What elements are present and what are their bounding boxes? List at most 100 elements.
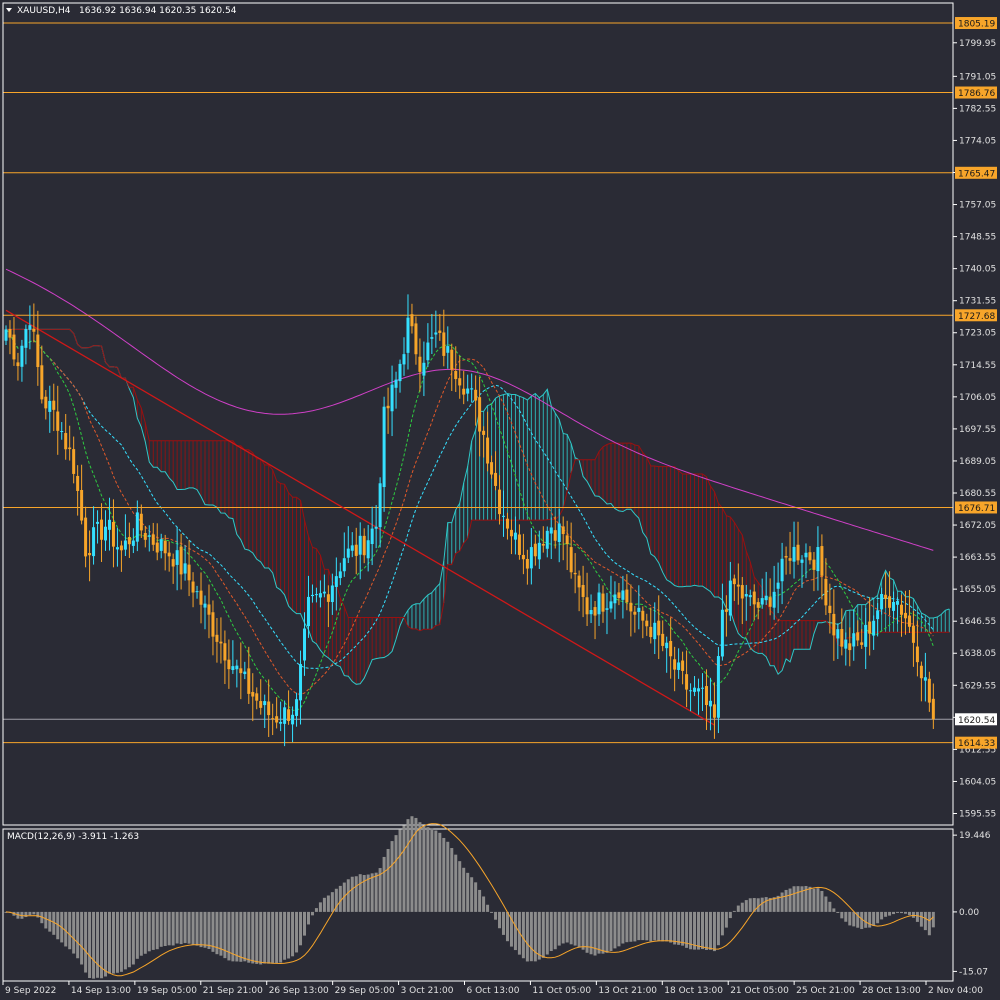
macd-bar xyxy=(788,888,792,912)
candle-body xyxy=(919,665,923,679)
macd-bar xyxy=(537,911,541,960)
candle xyxy=(641,606,645,639)
candle xyxy=(314,587,318,603)
candle-body xyxy=(884,594,888,599)
macd-bar xyxy=(255,911,259,964)
candle xyxy=(744,584,748,621)
macd-bar xyxy=(68,911,72,950)
candle-body xyxy=(915,646,919,663)
candle-body xyxy=(418,356,422,372)
candle-body xyxy=(80,489,84,521)
macd-bar xyxy=(474,882,478,912)
candle xyxy=(848,627,852,667)
candle-body xyxy=(16,362,20,367)
macd-bar xyxy=(589,911,593,955)
macd-bar xyxy=(513,911,517,951)
macd-bar xyxy=(219,911,223,956)
macd-bar xyxy=(502,911,505,935)
candle-body xyxy=(275,716,279,723)
trendline xyxy=(5,309,715,726)
candle-body xyxy=(637,607,641,612)
candle-body xyxy=(625,589,629,603)
macd-bar xyxy=(139,911,143,956)
macd-bar xyxy=(880,911,884,920)
candle-body xyxy=(665,642,669,649)
candle xyxy=(780,542,784,605)
price-tick-label: 1757.05 xyxy=(959,201,996,211)
candle xyxy=(291,706,295,743)
candles xyxy=(4,294,935,747)
macd-bar xyxy=(378,868,382,912)
candle-body xyxy=(708,700,712,707)
time-tick-label: 21 Sep 21:00 xyxy=(203,986,263,996)
candle xyxy=(267,679,271,737)
macd-bar xyxy=(561,911,565,944)
candle xyxy=(111,499,115,568)
macd-bar xyxy=(884,911,888,917)
candle xyxy=(701,673,704,711)
candle xyxy=(20,339,24,382)
macd-tick-label: -15.07 xyxy=(959,967,988,977)
candle xyxy=(223,630,227,685)
candle-body xyxy=(740,585,744,599)
candle xyxy=(104,510,107,551)
time-tick-label: 14 Sep 13:00 xyxy=(71,986,131,996)
candle-body xyxy=(649,626,653,638)
ichimoku-cloud xyxy=(6,328,950,685)
macd-bar xyxy=(661,911,665,942)
macd-bar xyxy=(860,911,864,930)
dropdown-triangle-icon[interactable] xyxy=(6,8,12,12)
candle xyxy=(52,383,56,432)
candle xyxy=(724,595,728,637)
candle-body xyxy=(28,325,32,330)
macd-bar xyxy=(792,886,796,912)
candle-body xyxy=(494,472,498,486)
candle-body xyxy=(96,521,100,524)
candle xyxy=(776,562,780,614)
candle-body xyxy=(199,590,203,605)
candle xyxy=(322,574,326,598)
macd-bar xyxy=(338,885,342,912)
candle xyxy=(903,590,907,635)
macd-bar xyxy=(223,911,227,959)
candle-body xyxy=(545,530,549,549)
macd-bar xyxy=(366,874,370,912)
macd-bar xyxy=(601,911,605,954)
macd-bar xyxy=(605,911,609,953)
candle-body xyxy=(693,687,697,692)
macd-bar xyxy=(318,902,322,912)
macd-bar xyxy=(673,911,677,945)
candle xyxy=(187,540,191,597)
candle-body xyxy=(92,527,96,557)
candle xyxy=(382,396,386,512)
candle xyxy=(139,504,143,538)
candle-body xyxy=(322,591,326,594)
candle xyxy=(135,500,139,552)
candle xyxy=(330,573,334,615)
candle-body xyxy=(330,585,334,603)
candle xyxy=(295,692,299,727)
macd-bar xyxy=(856,911,860,928)
candle-body xyxy=(792,546,796,562)
candle-body xyxy=(64,433,68,450)
macd-bar xyxy=(872,911,876,926)
candle-body xyxy=(247,668,251,694)
macd-bar xyxy=(621,911,625,944)
candle-body xyxy=(553,530,557,541)
macd-bar xyxy=(756,898,760,912)
candle-body xyxy=(502,515,505,517)
candle xyxy=(195,585,199,599)
candle-body xyxy=(318,593,322,598)
candle xyxy=(366,524,370,572)
candle xyxy=(48,385,52,433)
candle xyxy=(565,520,569,570)
macd-bar xyxy=(701,911,704,950)
macd-bar xyxy=(96,911,100,978)
macd-bar xyxy=(641,911,645,941)
candle-body xyxy=(860,642,864,645)
candle xyxy=(756,598,760,620)
candle xyxy=(657,595,661,659)
candle xyxy=(279,701,283,732)
candle-body xyxy=(505,518,509,529)
